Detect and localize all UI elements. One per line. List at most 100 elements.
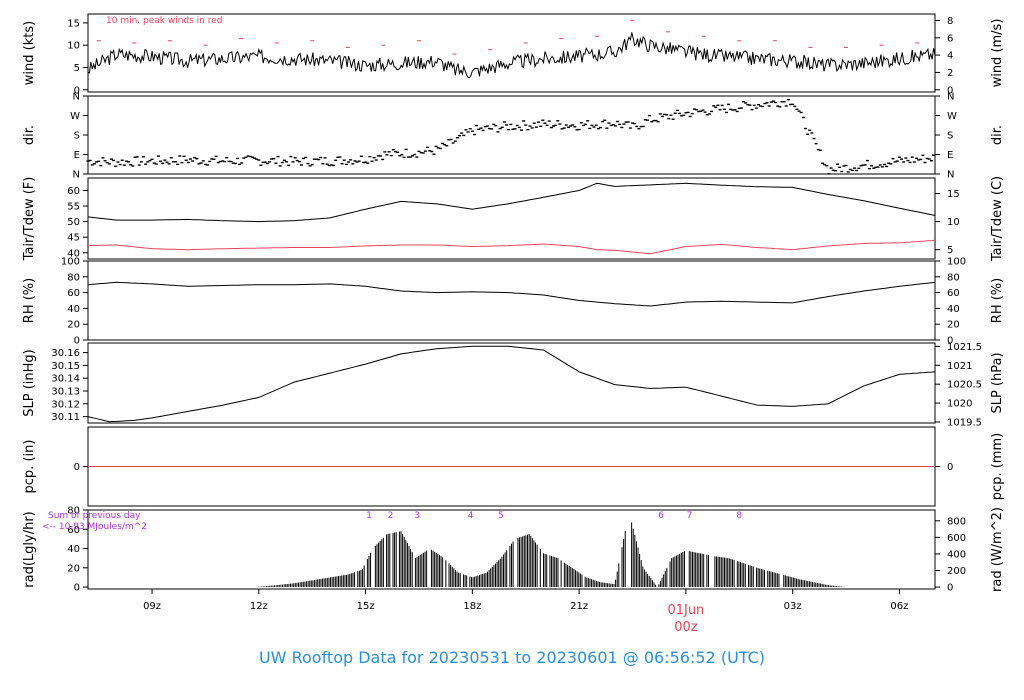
slp-left-tick-label: 30.13 [51,387,80,398]
time-tick-label: 06z [890,601,908,612]
rad-marker-label: 1 [366,511,372,521]
date-label: 01Jun [667,603,704,618]
pcp-right-tick-label: 0 [947,462,953,473]
rad-right-tick-label: 600 [947,533,966,544]
pcp-ylabel-right: pcp. (mm) [990,433,1005,500]
wind-left-tick-label: 5 [74,63,80,74]
rh-right-tick-label: 60 [947,288,960,299]
rad-marker-label: 5 [498,511,504,521]
rad-left-tick-label: 80 [67,506,80,517]
time-tick-label: 21z [570,601,588,612]
wind-right-tick-label: 8 [947,16,953,27]
wind-ylabel-left: wind (kts) [22,21,37,85]
peak-winds-note: 10 min. peak winds in red [106,16,223,26]
dir-right-tick-label: W [947,111,957,122]
slp-right-tick-label: 1020 [947,399,972,410]
dir-left-tick-label: E [74,150,80,161]
rh-left-tick-label: 60 [67,288,80,299]
slp-ylabel-right: SLP (hPa) [990,352,1005,413]
dir-right-tick-label: N [947,92,954,103]
rad-right-tick-label: 200 [947,566,966,577]
wind-right-tick-label: 2 [947,68,953,79]
slp-left-tick-label: 30.12 [51,399,80,410]
dir-ylabel-right: dir. [990,125,1005,145]
rad-ylabel-right: rad (W/m^2) [990,507,1005,592]
rh-ylabel-left: RH (%) [22,278,37,323]
wind-right-tick-label: 6 [947,33,953,44]
rad-marker-label: 2 [388,511,394,521]
temp-left-tick-label: 60 [67,186,80,197]
rh-right-tick-label: 0 [947,336,953,347]
rh-left-tick-label: 40 [67,304,80,315]
time-tick-label: 18z [463,601,481,612]
rh-left-tick-label: 80 [67,272,80,283]
slp-right-tick-label: 1019.5 [947,417,982,428]
temp-right-tick-label: 5 [947,245,953,256]
rad-marker-label: 3 [414,511,420,521]
time-tick-label: 09z [143,601,161,612]
wind-left-tick-label: 10 [67,41,80,52]
rh-right-tick-label: 20 [947,320,960,331]
slp-right-tick-label: 1020.5 [947,380,982,391]
temp-left-tick-label: 50 [67,217,80,228]
temp-left-tick-label: 40 [67,248,80,259]
rh-panel-frame [87,260,936,341]
wind-ylabel-right: wind (m/s) [990,19,1005,88]
temp-tdew-line [87,239,936,255]
slp-ylabel-left: SLP (inHg) [22,349,37,417]
dir-right-tick-label: N [947,170,954,181]
wind-right-tick-label: 4 [947,51,953,62]
slp-left-tick-label: 30.14 [51,374,80,385]
wind-left-tick-label: 0 [74,85,80,96]
rad-left-tick-label: 0 [74,583,80,594]
temp-right-tick-label: 15 [947,189,960,200]
rad-left-tick-label: 40 [67,544,80,555]
dir-left-tick-label: N [73,170,80,181]
rh-rh-line [87,281,936,307]
temp-ylabel-right: Tair/Tdew (C) [990,176,1005,262]
wind-wind-line [87,32,936,79]
dir-left-tick-label: S [74,131,80,142]
wind-left-tick-label: 15 [67,18,80,29]
rh-left-tick-label: 20 [67,320,80,331]
pcp-ylabel-left: pcp. (in) [22,440,37,494]
temp-left-tick-label: 55 [67,202,80,213]
rad-marker-label: 7 [687,511,693,521]
slp-panel-frame [87,342,936,424]
rad-sum-value: <-- 10.93 MJoules/m^2 [42,522,147,532]
slp-right-tick-label: 1021.5 [947,342,982,353]
rh-left-tick-label: 100 [61,257,80,268]
rh-left-tick-label: 0 [74,336,80,347]
slp-left-tick-label: 30.15 [51,361,80,372]
rad-ylabel-left: rad(Lgly/hr) [22,511,37,587]
dir-right-tick-label: E [947,150,953,161]
rad-panel-frame [87,509,936,590]
rad-right-tick-label: 400 [947,549,966,560]
temp-left-tick-label: 45 [67,233,80,244]
rh-right-tick-label: 40 [947,304,960,315]
rad-left-tick-label: 20 [67,563,80,574]
dir-panel-frame [87,95,936,175]
dir-left-tick-label: W [70,111,80,122]
dir-right-tick-label: S [947,131,953,142]
slp-slp-line [87,345,936,423]
slp-right-tick-label: 1021 [947,361,972,372]
date-sub-label: 00z [674,620,698,635]
temp-tair-line [87,182,936,223]
time-tick-label: 15z [357,601,375,612]
rad-sum-note: Sum of previous day [48,511,141,521]
slp-left-tick-label: 30.11 [51,412,80,423]
page-title: UW Rooftop Data for 20230531 to 20230601… [258,648,766,667]
rad-marker-label: 8 [736,511,742,521]
wind-right-tick-label: 0 [947,85,953,96]
rh-ylabel-right: RH (%) [990,278,1005,323]
temp-ylabel-left: Tair/Tdew (F) [22,177,37,262]
temp-panel-frame [87,177,936,260]
time-tick-label: 12z [250,601,268,612]
temp-right-tick-label: 10 [947,217,960,228]
dir-ylabel-left: dir. [22,125,37,145]
rad-left-tick-label: 60 [67,525,80,536]
rad-marker-label: 4 [468,511,474,521]
rad-marker-label: 6 [658,511,664,521]
